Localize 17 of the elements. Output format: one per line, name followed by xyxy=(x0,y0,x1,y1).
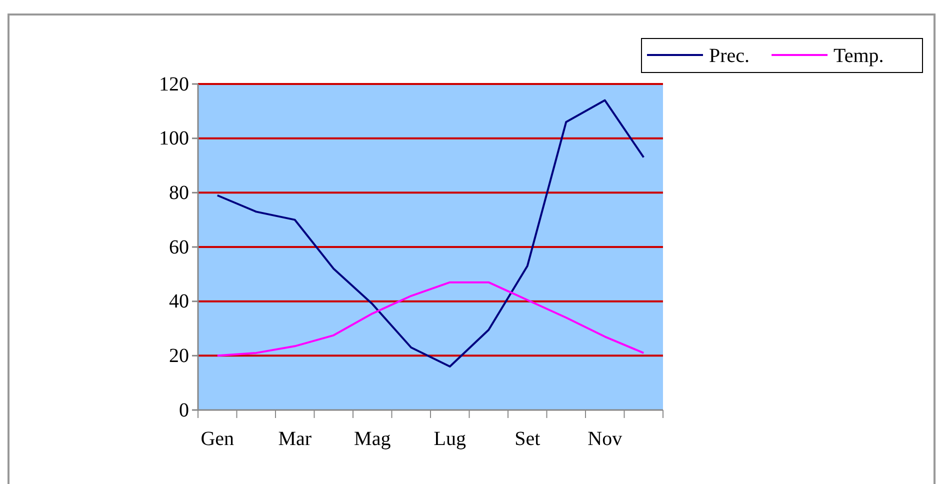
y-tick-label: 100 xyxy=(159,128,189,150)
x-tick-label: Mag xyxy=(354,428,391,450)
line-series xyxy=(216,281,645,357)
y-tick-label: 60 xyxy=(169,236,189,258)
y-tick-label: 120 xyxy=(159,73,189,96)
x-tick-label: Set xyxy=(514,428,541,450)
legend-label: Prec. xyxy=(709,45,750,67)
legend-label: Temp. xyxy=(834,45,884,67)
y-tick-label: 0 xyxy=(179,399,189,422)
x-tick-label: Gen xyxy=(200,428,234,450)
y-tick-label: 40 xyxy=(169,290,189,313)
line-series xyxy=(216,99,645,368)
x-tick-label: Nov xyxy=(588,428,622,450)
x-tick-label: Lug xyxy=(434,428,466,450)
y-tick-label: 80 xyxy=(169,182,189,204)
y-tick-label: 20 xyxy=(169,345,189,368)
x-tick-label: Mar xyxy=(278,428,312,450)
